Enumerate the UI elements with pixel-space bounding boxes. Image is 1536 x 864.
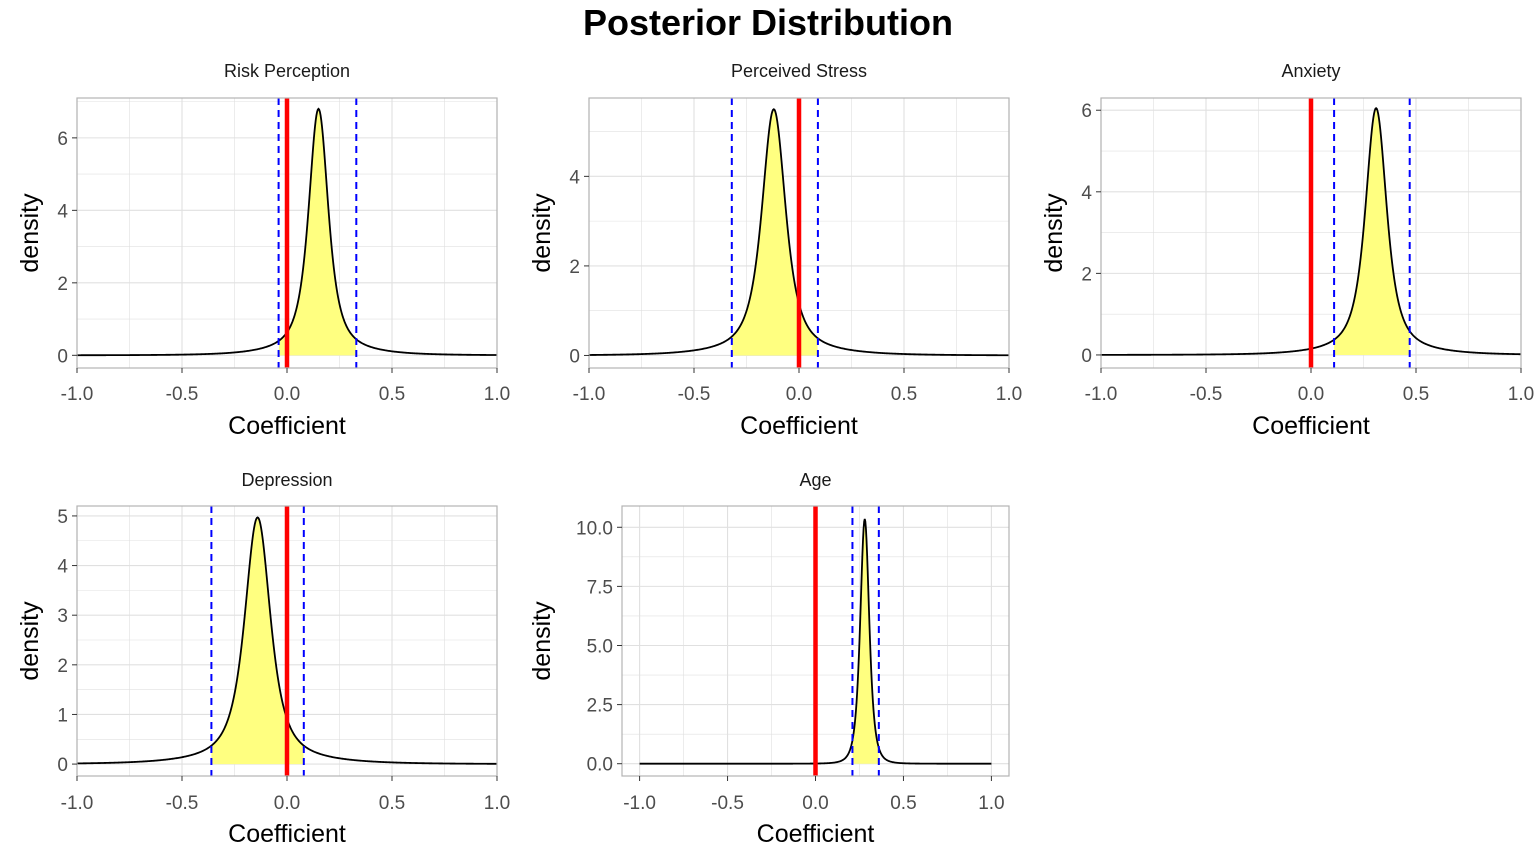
x-axis-title: Coefficient bbox=[740, 412, 858, 440]
x-tick-label: -0.5 bbox=[166, 384, 199, 405]
x-tick-label: -0.5 bbox=[678, 384, 711, 405]
panel-title: Anxiety bbox=[1281, 61, 1340, 81]
x-tick-label: -1.0 bbox=[61, 793, 94, 814]
y-tick-label: 2 bbox=[57, 274, 68, 295]
panel-risk-perception: -1.0 -0.5 0.0 0.5 1.0 0 2 4 6 Risk Perception Coef… bbox=[16, 61, 510, 440]
y-axis-title: density bbox=[16, 193, 44, 273]
y-axis-title: density bbox=[528, 601, 556, 681]
x-tick-label: 1.0 bbox=[978, 793, 1004, 814]
panel-title: Risk Perception bbox=[224, 61, 350, 81]
y-tick-label: 7.5 bbox=[587, 577, 613, 598]
y-tick-label: 4 bbox=[1081, 183, 1092, 204]
x-tick-label: -1.0 bbox=[623, 793, 656, 814]
x-tick-label: 0.0 bbox=[802, 793, 828, 814]
x-tick-label: 1.0 bbox=[484, 793, 510, 814]
x-tick-label: 0.0 bbox=[1298, 384, 1324, 405]
credible-interval-area bbox=[211, 517, 304, 765]
y-tick-label: 2 bbox=[57, 656, 68, 677]
x-tick-label: -1.0 bbox=[1085, 384, 1118, 405]
y-tick-label: 4 bbox=[57, 201, 68, 222]
y-axis-title: density bbox=[528, 193, 556, 273]
x-tick-label: 0.0 bbox=[786, 384, 812, 405]
credible-interval-area bbox=[1334, 108, 1410, 355]
y-tick-label: 2 bbox=[1081, 264, 1092, 285]
y-axis-title: density bbox=[16, 601, 44, 681]
y-tick-label: 6 bbox=[1081, 101, 1092, 122]
x-tick-label: -0.5 bbox=[1190, 384, 1223, 405]
x-axis-title: Coefficient bbox=[228, 412, 346, 440]
y-tick-label: 4 bbox=[57, 557, 68, 578]
x-tick-label: 0.0 bbox=[274, 793, 300, 814]
y-tick-label: 10.0 bbox=[576, 518, 613, 539]
panel-title: Depression bbox=[241, 470, 332, 490]
y-tick-label: 0 bbox=[57, 755, 68, 776]
y-tick-label: 0 bbox=[57, 346, 68, 367]
y-tick-label: 3 bbox=[57, 606, 68, 627]
panel-age: -1.0 -0.5 0.0 0.5 1.0 0.0 2.5 5.0 7.5 10.0 Age Coef… bbox=[528, 470, 1010, 848]
x-tick-label: 0.5 bbox=[1403, 384, 1429, 405]
x-tick-label: 0.5 bbox=[379, 793, 405, 814]
x-axis-title: Coefficient bbox=[757, 820, 875, 848]
panel-perceived-stress: -1.0 -0.5 0.0 0.5 1.0 0 2 4 Perceived Stress Coef… bbox=[528, 61, 1022, 440]
x-tick-label: 0.5 bbox=[891, 384, 917, 405]
y-tick-label: 6 bbox=[57, 129, 68, 150]
panel-anxiety: -1.0 -0.5 0.0 0.5 1.0 0 2 4 6 Anxiety Coefficient d… bbox=[1040, 61, 1534, 440]
y-tick-label: 5.0 bbox=[587, 636, 613, 657]
x-tick-label: -1.0 bbox=[61, 384, 94, 405]
y-tick-label: 2.5 bbox=[587, 696, 613, 717]
panel-title: Age bbox=[799, 470, 831, 490]
y-tick-label: 0 bbox=[1081, 346, 1092, 367]
x-tick-label: 0.5 bbox=[890, 793, 916, 814]
x-tick-label: 0.5 bbox=[379, 384, 405, 405]
y-tick-label: 2 bbox=[569, 257, 580, 278]
y-tick-label: 5 bbox=[57, 507, 68, 528]
y-tick-label: 0 bbox=[569, 346, 580, 367]
credible-interval-area bbox=[278, 108, 357, 356]
y-tick-label: 1 bbox=[57, 705, 68, 726]
x-tick-label: -1.0 bbox=[573, 384, 606, 405]
x-tick-label: -0.5 bbox=[166, 793, 199, 814]
x-tick-label: 1.0 bbox=[1508, 384, 1534, 405]
x-axis-title: Coefficient bbox=[228, 820, 346, 848]
figure-title: Posterior Distribution bbox=[582, 2, 954, 43]
panel-title: Perceived Stress bbox=[731, 61, 867, 81]
panel-depression: -1.0 -0.5 0.0 0.5 1.0 0 1 2 3 4 5 Depression Coeffic… bbox=[16, 470, 510, 848]
y-tick-label: 0.0 bbox=[587, 755, 613, 776]
x-tick-label: 0.0 bbox=[274, 384, 300, 405]
x-tick-label: -0.5 bbox=[711, 793, 744, 814]
x-tick-label: 1.0 bbox=[996, 384, 1022, 405]
x-axis-title: Coefficient bbox=[1252, 412, 1370, 440]
x-tick-label: 1.0 bbox=[484, 384, 510, 405]
y-axis-title: density bbox=[1040, 193, 1068, 273]
y-tick-label: 4 bbox=[569, 167, 580, 188]
